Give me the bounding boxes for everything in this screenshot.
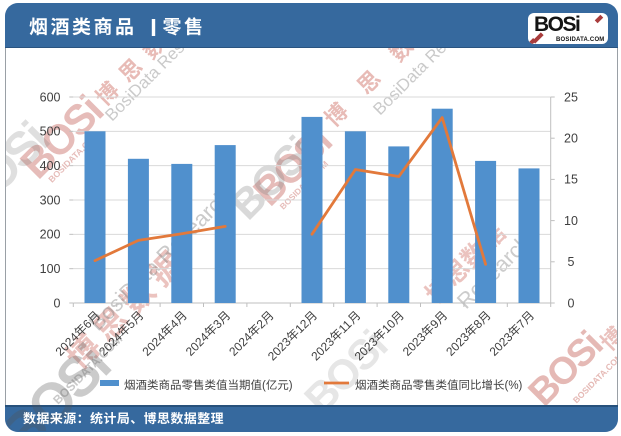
- svg-text:2023: 2023: [487, 330, 516, 359]
- svg-text:600: 600: [40, 90, 61, 104]
- svg-text:5: 5: [568, 255, 575, 269]
- svg-text:100: 100: [40, 262, 61, 276]
- svg-text:9: 9: [427, 316, 442, 331]
- svg-text:4: 4: [167, 316, 182, 331]
- svg-text:20: 20: [564, 132, 578, 146]
- svg-text:300: 300: [40, 193, 61, 207]
- svg-text:2024: 2024: [183, 330, 212, 359]
- svg-text:2: 2: [254, 316, 269, 331]
- svg-text:BosiData Research: BosiData Research: [369, 2, 486, 119]
- svg-text:8: 8: [471, 316, 486, 331]
- svg-text:200: 200: [40, 228, 61, 242]
- svg-text:2024: 2024: [139, 330, 168, 359]
- svg-text:25: 25: [564, 90, 578, 104]
- svg-text:(%): (%): [505, 380, 523, 392]
- svg-text:BOSi: BOSi: [521, 325, 611, 415]
- svg-text:7: 7: [514, 316, 529, 331]
- svg-text:): ): [289, 380, 293, 392]
- svg-text:10: 10: [564, 214, 578, 228]
- svg-text:0: 0: [568, 296, 575, 310]
- svg-text:400: 400: [40, 159, 61, 173]
- svg-text:3: 3: [210, 316, 225, 331]
- svg-text:500: 500: [40, 125, 61, 139]
- svg-text:BosiData Research: BosiData Research: [84, 184, 236, 336]
- svg-text:BosiData Research: BosiData Research: [101, 8, 218, 125]
- svg-text:2024: 2024: [226, 330, 255, 359]
- svg-text:(: (: [262, 380, 266, 392]
- svg-text:2023: 2023: [400, 330, 429, 359]
- svg-text:15: 15: [564, 173, 578, 187]
- svg-text:2023: 2023: [443, 330, 472, 359]
- svg-text:2023: 2023: [265, 334, 294, 363]
- svg-text:0: 0: [54, 296, 61, 310]
- svg-text:5: 5: [123, 316, 138, 331]
